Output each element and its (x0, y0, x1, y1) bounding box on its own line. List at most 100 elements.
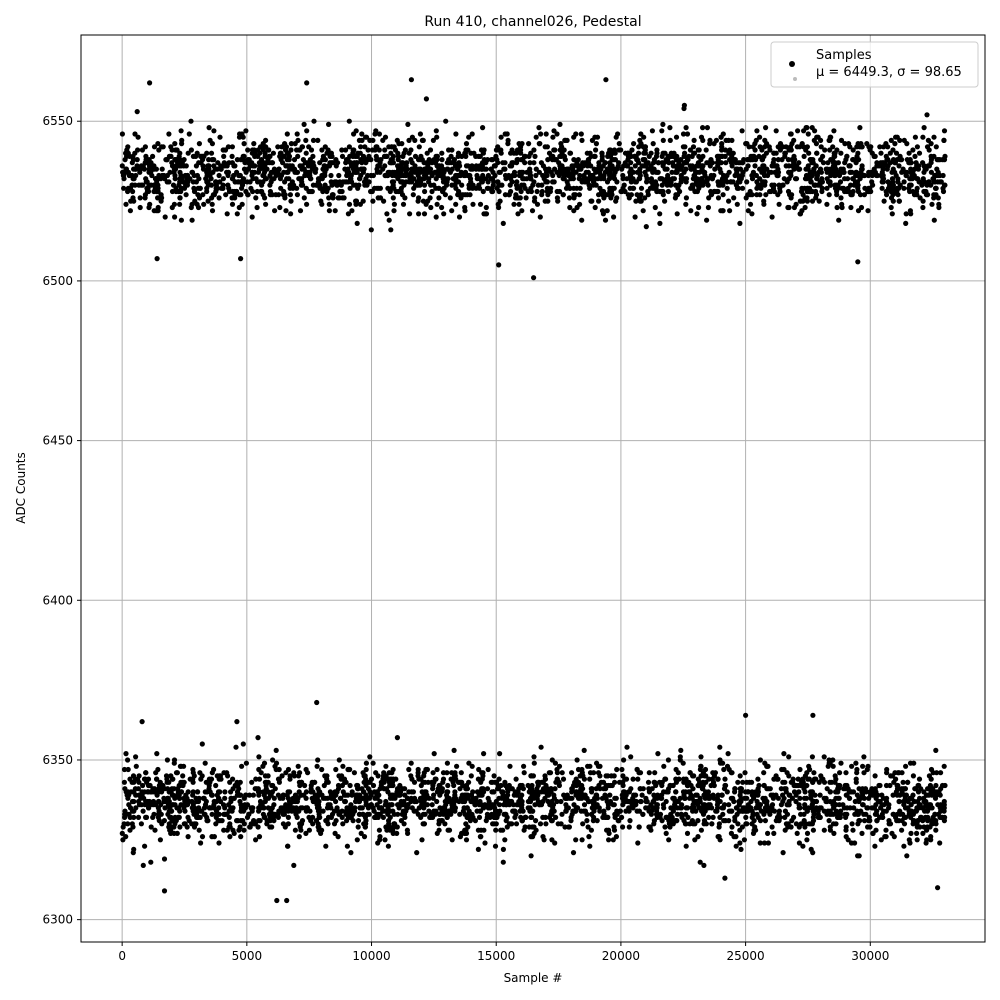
data-point (572, 808, 578, 814)
data-point (291, 157, 298, 163)
data-point (540, 172, 546, 179)
data-point (542, 198, 548, 204)
data-point (753, 157, 759, 163)
data-point (365, 811, 371, 817)
data-point (849, 821, 855, 827)
data-point (415, 198, 421, 204)
data-point (292, 827, 298, 833)
data-point (427, 147, 434, 153)
data-point (643, 805, 649, 811)
data-point (683, 201, 689, 207)
data-point (370, 198, 376, 204)
data-point (782, 153, 788, 159)
data-point (500, 220, 506, 226)
data-point (877, 782, 883, 789)
data-point (307, 176, 314, 182)
data-point (473, 153, 479, 159)
data-point (141, 776, 148, 782)
data-point (867, 144, 873, 150)
data-point (824, 185, 830, 191)
data-point (551, 179, 557, 185)
data-point (727, 208, 733, 214)
data-point (603, 192, 610, 198)
data-point (409, 166, 415, 172)
data-point (302, 782, 308, 789)
data-point (180, 773, 186, 779)
data-point (436, 185, 442, 191)
data-point (452, 789, 458, 795)
data-point (872, 843, 878, 849)
data-point (796, 824, 802, 830)
data-point (441, 169, 447, 175)
data-point (358, 144, 364, 150)
data-point (910, 773, 917, 779)
data-point (209, 141, 215, 147)
data-point (696, 204, 702, 211)
data-point (862, 172, 868, 179)
data-point (232, 188, 238, 195)
data-point (463, 153, 469, 159)
data-point (941, 763, 947, 769)
data-point (785, 157, 792, 163)
data-point (479, 166, 485, 172)
data-point (241, 827, 247, 833)
data-point (602, 160, 609, 166)
data-point (326, 208, 332, 214)
data-point (382, 837, 388, 843)
data-point (288, 211, 294, 217)
data-point (683, 176, 690, 182)
data-point (659, 792, 665, 798)
data-point (205, 198, 211, 204)
data-point (832, 779, 838, 785)
data-point (607, 172, 613, 179)
data-point (814, 172, 821, 179)
data-point (271, 818, 277, 824)
data-point (204, 166, 211, 172)
data-point (509, 179, 515, 185)
data-point (151, 144, 158, 150)
data-point (804, 830, 811, 837)
data-point (895, 770, 901, 776)
data-point (402, 786, 408, 792)
data-point (704, 217, 710, 223)
data-point (562, 137, 568, 143)
data-point (683, 125, 689, 131)
data-point (496, 204, 502, 211)
data-point (414, 850, 420, 856)
data-point (667, 137, 673, 143)
data-point (238, 802, 244, 808)
data-point (416, 776, 422, 782)
data-point (456, 188, 462, 195)
data-point (870, 830, 876, 837)
data-point (200, 166, 207, 172)
data-point (550, 134, 556, 140)
data-point (677, 805, 684, 811)
data-point (143, 814, 150, 821)
data-point (925, 137, 932, 143)
data-point (816, 198, 822, 204)
data-point (889, 169, 895, 175)
data-point (592, 805, 598, 811)
data-point (685, 805, 691, 811)
data-point (673, 779, 680, 785)
data-point (488, 157, 495, 163)
data-point (672, 195, 679, 201)
data-point (893, 172, 899, 179)
data-point (916, 179, 922, 185)
data-point (938, 770, 944, 776)
data-point (488, 779, 494, 785)
data-point (662, 198, 668, 204)
data-point (188, 147, 194, 153)
data-point (883, 782, 890, 789)
data-point (415, 811, 421, 817)
data-point (621, 789, 628, 795)
data-point (299, 163, 305, 169)
data-point (733, 843, 739, 849)
data-point (485, 185, 491, 191)
data-point (172, 157, 178, 163)
data-point (883, 153, 889, 159)
data-point (164, 776, 170, 782)
data-point (694, 798, 700, 805)
data-point (395, 150, 401, 156)
data-point (319, 147, 325, 153)
